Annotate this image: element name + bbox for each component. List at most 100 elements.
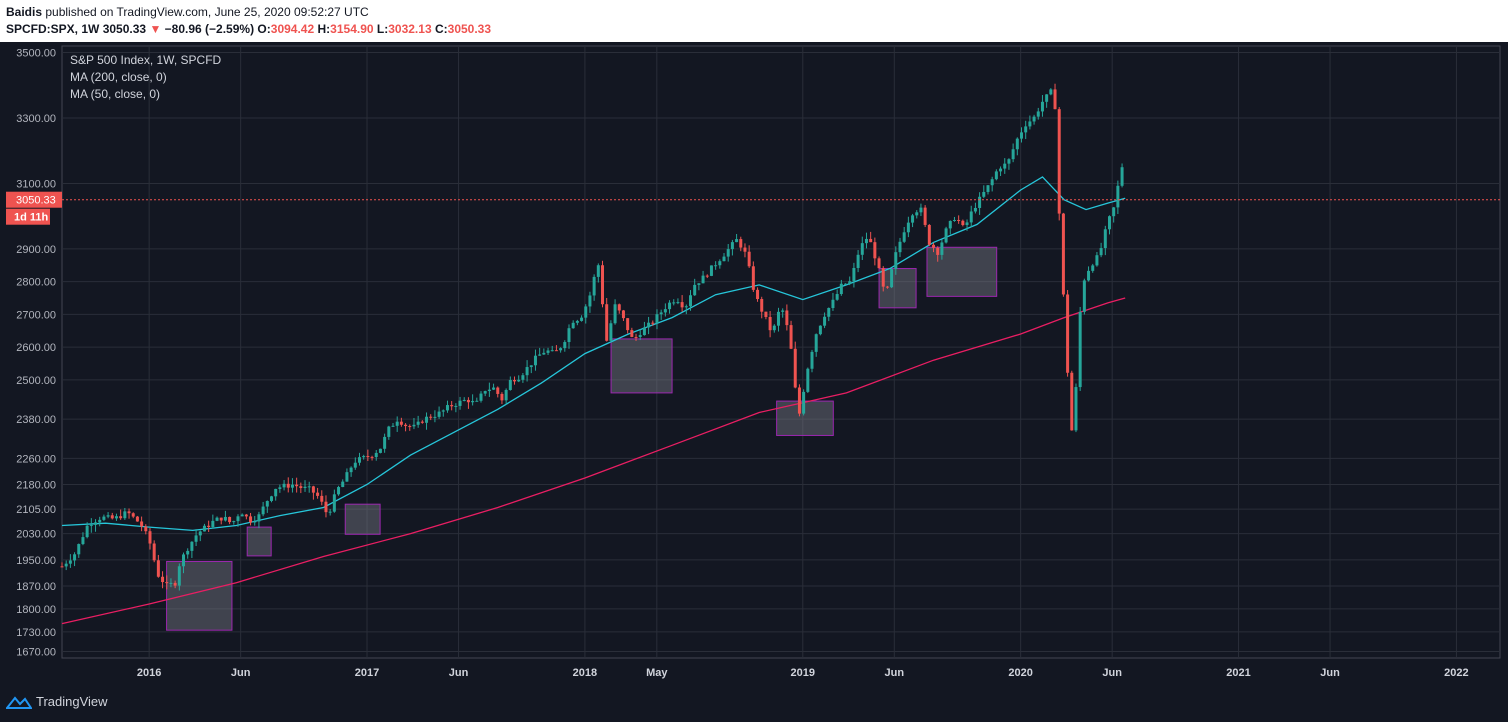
y-tick-label: 3300.00 (16, 113, 56, 125)
candle-body (1087, 270, 1091, 281)
candle-body (818, 325, 822, 335)
candle-body (580, 317, 584, 321)
x-axis[interactable]: 2016 Jun 2017 Jun 2018 May 2019 Jun 2020 Jun 2021 J… (137, 667, 1469, 679)
candle-body (735, 239, 739, 243)
publish-line: Baidis published on TradingView.com, Jun… (6, 5, 369, 19)
candle-body (408, 426, 412, 428)
candle-body (747, 251, 751, 267)
support-zone (610, 338, 673, 394)
candle-body (730, 242, 734, 250)
candle-body (802, 391, 806, 414)
published-text: published on TradingView.com, June 25, 2… (45, 5, 369, 19)
candle-body (894, 252, 898, 270)
candle-body (902, 232, 906, 242)
candle-body (881, 268, 885, 287)
candle-body (952, 219, 956, 221)
y-axis[interactable]: 1670.00 1730.00 1800.00 1870.00 1950.00 2030.… (16, 48, 56, 659)
candle-body (906, 222, 910, 233)
candle-body (1032, 116, 1036, 122)
y-tick-label: 2030.00 (16, 529, 56, 541)
candle-body (391, 425, 395, 427)
candle-body (672, 302, 676, 304)
candle-body (257, 514, 261, 522)
low-value: 3032.13 (388, 22, 432, 36)
candle-body (127, 511, 131, 514)
candle-body (768, 316, 772, 331)
candle-body (999, 168, 1003, 172)
candle-body (559, 348, 563, 351)
candle-body (299, 486, 303, 489)
candle-body (269, 496, 273, 501)
x-tick-label: 2018 (573, 667, 597, 679)
candle-body (797, 387, 801, 414)
y-tick-label: 2260.00 (16, 453, 56, 465)
candle-body (198, 531, 202, 536)
candle-body (785, 310, 789, 326)
candle-body (228, 516, 232, 523)
candle-body (806, 368, 810, 392)
candle-body (927, 224, 931, 245)
candle-body (165, 582, 169, 584)
candle-body (642, 327, 646, 336)
x-tick-label: Jun (449, 667, 469, 679)
candle-body (827, 308, 831, 317)
candle-body (190, 541, 194, 551)
y-tick-label: 1670.00 (16, 646, 56, 658)
candle-body (123, 511, 127, 519)
candle-body (1107, 216, 1111, 230)
candle-body (1024, 126, 1028, 133)
candle-body (261, 506, 265, 515)
candle-body (860, 243, 864, 255)
candle-body (290, 484, 294, 488)
candle-body (219, 517, 223, 521)
candle-body (890, 269, 894, 288)
candle-body (1045, 94, 1049, 102)
candle-body (563, 342, 567, 349)
low-label: L: (376, 22, 389, 36)
tradingview-logo-icon (6, 695, 32, 709)
candle-body (961, 220, 965, 226)
candle-body (357, 457, 361, 463)
candle-body (793, 348, 797, 388)
close-value: 3050.33 (447, 22, 492, 36)
candle-body (1011, 149, 1015, 160)
plot-frame (61, 45, 1501, 659)
candle-body (852, 267, 856, 282)
candle-body (466, 399, 470, 403)
candle-body (311, 486, 315, 493)
candle-body (362, 456, 366, 458)
candle-body (973, 207, 977, 212)
high-label: H: (317, 22, 331, 36)
support-zone (878, 268, 917, 309)
candle-body (915, 212, 919, 216)
y-tick-label: 1870.00 (16, 581, 56, 593)
tradingview-logo[interactable]: TradingView (6, 694, 108, 709)
candle-body (236, 516, 240, 522)
candle-body (1091, 265, 1095, 271)
change-value: −80.96 (−2.59%) (164, 22, 255, 36)
candle-body (1015, 138, 1019, 150)
price-badge: 3050.33 1d 11h (6, 191, 62, 225)
price-badge-value: 3050.33 (16, 195, 56, 207)
x-tick-label: 2016 (137, 667, 161, 679)
candle-body (404, 424, 408, 427)
candle-body (106, 515, 110, 517)
price-chart[interactable]: 1670.00 1730.00 1800.00 1870.00 1950.00 2030.… (0, 42, 1508, 686)
candle-body (1074, 387, 1078, 431)
candle-body (349, 467, 353, 473)
x-tick-label: Jun (1320, 667, 1340, 679)
candle-body (471, 400, 475, 403)
candle-body (504, 389, 508, 401)
candle-body (81, 537, 85, 545)
y-tick-label: 2180.00 (16, 480, 56, 492)
candle-body (492, 387, 496, 390)
candle-body (756, 289, 760, 300)
candle-body (835, 294, 839, 300)
candle-body (575, 320, 579, 323)
author-name[interactable]: Baidis (6, 5, 43, 19)
candle-body (202, 525, 206, 532)
candle-body (399, 421, 403, 425)
candle-body (114, 516, 118, 519)
candle-body (186, 550, 190, 555)
candle-body (374, 452, 378, 458)
